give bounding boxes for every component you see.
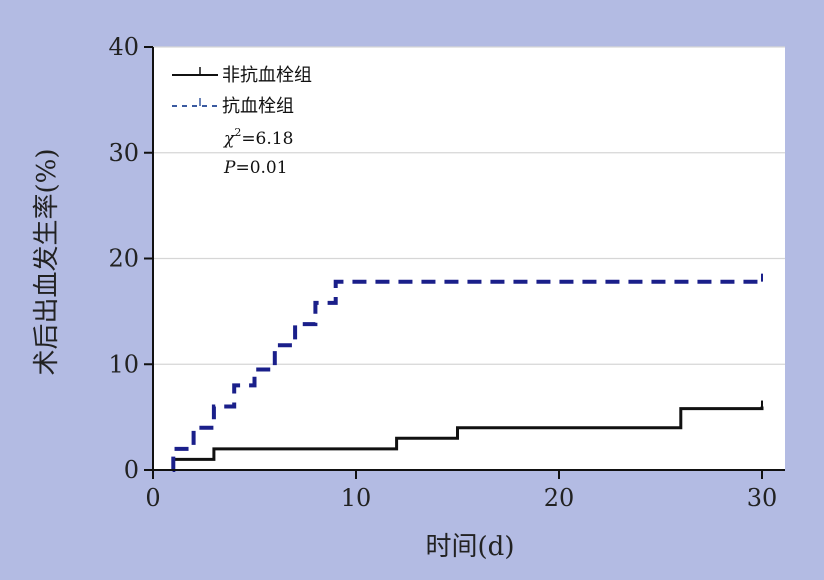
series-lines	[171, 273, 764, 472]
legend-label-non-antithrombotic: 非抗血栓组	[222, 65, 312, 86]
chi-symbol: χ	[223, 129, 236, 149]
chi-value: =6.18	[241, 129, 293, 149]
x-tick-label-20: 20	[544, 484, 575, 512]
x-axis-title: 时间(d)	[426, 532, 515, 562]
x-tick-label-0: 0	[145, 484, 160, 512]
axes	[144, 46, 785, 479]
legend-item-non-antithrombotic: 非抗血栓组	[172, 65, 312, 86]
y-tick-label-30: 30	[108, 139, 139, 167]
p-value-annotation: P=0.01	[223, 158, 288, 178]
p-value: =0.01	[235, 158, 287, 178]
legend-label-antithrombotic: 抗血栓组	[222, 96, 294, 117]
y-tick-label-40: 40	[108, 33, 139, 61]
y-tick-label-0: 0	[124, 456, 139, 484]
y-axis-title: 术后出血发生率(%)	[32, 149, 62, 376]
grid-lines	[153, 46, 785, 365]
y-tick-label-20: 20	[108, 245, 139, 273]
series-line-1	[171, 279, 764, 472]
legend-item-antithrombotic: 抗血栓组	[172, 96, 294, 117]
chi-square-annotation: χ2=6.18	[223, 126, 293, 149]
x-tick-label-10: 10	[341, 484, 372, 512]
y-tick-label-10: 10	[108, 350, 139, 378]
p-symbol: P	[223, 158, 236, 178]
legend: 非抗血栓组 抗血栓组	[172, 65, 312, 117]
chi-superscript: 2	[234, 126, 241, 139]
tick-labels: 0 10 20 30 40 0 10 20 30	[108, 33, 777, 512]
stats-annotation: χ2=6.18 P=0.01	[223, 126, 293, 178]
x-tick-label-30: 30	[747, 484, 778, 512]
